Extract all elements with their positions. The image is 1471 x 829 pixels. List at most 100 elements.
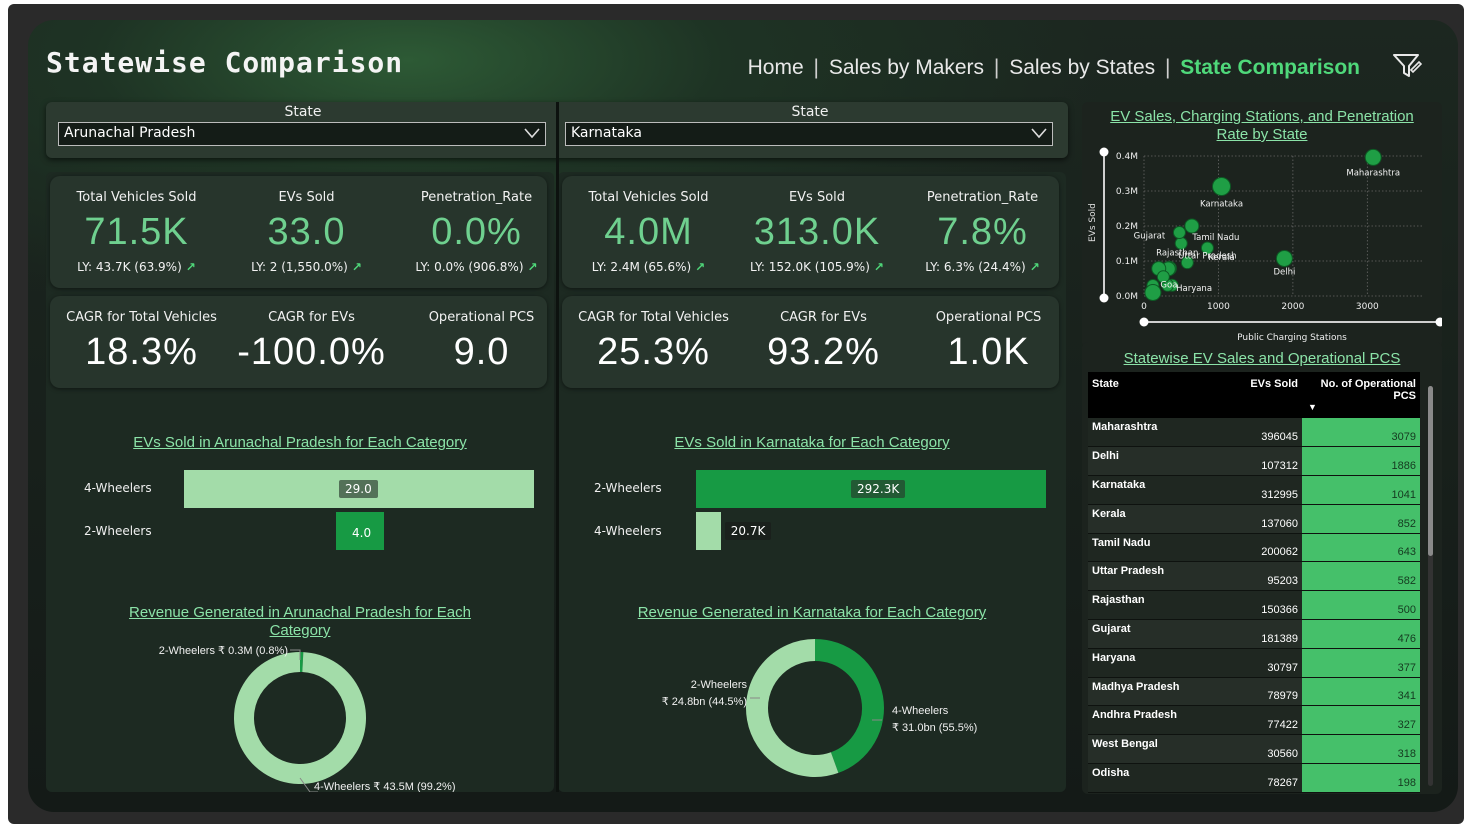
nav-bar: Home | Sales by Makers | Sales by States… (748, 56, 1360, 80)
right-state-panel: Total Vehicles Sold 4.0M LY: 2.4M (65.6%… (558, 172, 1066, 792)
y-tick-label: 0.0M (1116, 292, 1138, 302)
kpi-value: 9.0 (453, 331, 510, 373)
cell-operational-pcs: 318 (1302, 734, 1420, 764)
trend-up-icon: ↗ (351, 260, 362, 274)
cell-evs-sold: 200062 (1236, 533, 1302, 562)
table-row[interactable]: Maharashtra 396045 3079 (1088, 418, 1420, 447)
scatter-point[interactable] (1184, 218, 1200, 234)
trend-up-icon: ↗ (695, 260, 706, 274)
trend-up-icon: ↗ (185, 260, 196, 274)
y-tick-label: 0.1M (1116, 257, 1138, 267)
kpi-card: Total Vehicles Sold 4.0M LY: 2.4M (65.6%… (562, 176, 1059, 288)
column-header-pcs[interactable]: No. of Operational PCS ▼ (1302, 372, 1420, 418)
state-dropdown-right[interactable]: Karnataka (565, 122, 1053, 146)
cell-evs-sold: 78979 (1236, 677, 1302, 706)
scatter-point[interactable] (1200, 241, 1214, 255)
state-slicer-right: State Karnataka (565, 102, 1055, 152)
nav-separator: | (813, 56, 819, 79)
cell-operational-pcs: 198 (1302, 763, 1420, 793)
donut-slice[interactable] (234, 652, 366, 784)
donut-chart-title[interactable]: Revenue Generated in Arunachal Pradesh f… (50, 604, 550, 640)
table-row[interactable]: West Bengal 30560 318 (1088, 734, 1420, 764)
chevron-down-icon (1031, 128, 1047, 139)
cell-evs-sold: 77422 (1236, 705, 1302, 735)
kpi-penetration-rate: Penetration_Rate 7.8% LY: 6.3% (24.4%) ↗ (900, 190, 1065, 274)
bar[interactable] (336, 512, 384, 550)
cell-operational-pcs: 582 (1302, 561, 1420, 591)
donut-slice[interactable] (814, 639, 884, 773)
table-row[interactable]: Tamil Nadu 200062 643 (1088, 533, 1420, 562)
kpi-penetration-rate: Penetration_Rate 0.0% LY: 0.0% (906.8%) ↗ (394, 190, 559, 274)
slider-handle[interactable] (1139, 317, 1149, 327)
donut-data-label: 2-Wheelers (691, 679, 748, 691)
bar-value-label: 29.0 (339, 480, 378, 498)
filter-icon[interactable] (1391, 50, 1423, 82)
table-row[interactable]: Rajasthan 150366 500 (1088, 590, 1420, 620)
nav-separator: | (1164, 56, 1171, 79)
x-tick-label: 3000 (1356, 302, 1379, 312)
slider-handle[interactable] (1435, 317, 1443, 327)
kpi-label: Penetration_Rate (926, 190, 1039, 205)
scatter-point[interactable] (1211, 176, 1231, 196)
column-header-state[interactable]: State (1088, 372, 1236, 418)
cell-evs-sold: 78267 (1236, 763, 1302, 793)
nav-state-comparison[interactable]: State Comparison (1180, 56, 1360, 79)
table-row[interactable]: Odisha 78267 198 (1088, 763, 1420, 793)
scatter-point[interactable] (1172, 226, 1186, 240)
kpi-label: CAGR for EVs (780, 310, 867, 325)
nav-home[interactable]: Home (747, 56, 804, 79)
cell-state: Madhya Pradesh (1088, 677, 1236, 706)
bar[interactable] (696, 512, 721, 550)
scatter-point[interactable] (1364, 148, 1382, 166)
bar-category-label: 2-Wheelers (594, 481, 662, 495)
kpi-last-year: LY: 2 (1,550.0%) ↗ (224, 260, 389, 274)
table-row[interactable]: Gujarat 181389 476 (1088, 619, 1420, 649)
x-axis-label: Public Charging Stations (1237, 333, 1347, 343)
bar-value-label: 292.3K (851, 480, 906, 498)
table-row[interactable]: Delhi 107312 1886 (1088, 446, 1420, 476)
nav-sales-by-states[interactable]: Sales by States (1009, 56, 1156, 79)
scatter-point-label: Gujarat (1134, 232, 1166, 242)
bar-chart-title[interactable]: EVs Sold in Arunachal Pradesh for Each C… (133, 434, 467, 451)
state-dropdown-left[interactable]: Arunachal Pradesh (58, 122, 546, 146)
slider-handle[interactable] (1099, 293, 1109, 303)
cell-state: West Bengal (1088, 734, 1236, 764)
table-row[interactable]: Andhra Pradesh 77422 327 (1088, 705, 1420, 735)
cell-operational-pcs: 327 (1302, 705, 1420, 735)
donut-title-line: Revenue Generated in Arunachal Pradesh f… (129, 604, 471, 621)
trend-up-icon: ↗ (527, 260, 538, 274)
scatter-point[interactable] (1144, 284, 1162, 301)
table-title[interactable]: Statewise EV Sales and Operational PCS (1123, 350, 1401, 367)
table-scrollbar-thumb[interactable] (1428, 386, 1433, 556)
cagr-card: CAGR for Total Vehicles 18.3% CAGR for E… (50, 296, 547, 388)
table-row[interactable]: Madhya Pradesh 78979 341 (1088, 677, 1420, 706)
scatter-title[interactable]: EV Sales, Charging Stations, and Penetra… (1092, 108, 1432, 144)
scatter-point[interactable] (1275, 249, 1293, 267)
nav-sales-by-makers[interactable]: Sales by Makers (828, 56, 985, 79)
table-row[interactable]: Uttar Pradesh 95203 582 (1088, 561, 1420, 591)
scatter-point[interactable] (1156, 270, 1170, 284)
donut-chart-title[interactable]: Revenue Generated in Karnataka for Each … (637, 604, 987, 621)
kpi-evs-sold: EVs Sold 313.0K LY: 152.0K (105.9%) ↗ (732, 190, 902, 274)
table-row[interactable]: Haryana 30797 377 (1088, 648, 1420, 678)
trend-up-icon: ↗ (873, 260, 884, 274)
donut-data-label: 4-Wheelers ₹ 43.5M (99.2%) (314, 781, 456, 792)
slider-handle[interactable] (1099, 147, 1109, 157)
kpi-value: 7.8% (937, 211, 1028, 253)
bar-chart-title[interactable]: EVs Sold in Karnataka for Each Category (674, 434, 950, 451)
table-row[interactable]: Karnataka 312995 1041 (1088, 475, 1420, 505)
table-scrollbar-track[interactable] (1428, 386, 1433, 786)
cell-evs-sold: 107312 (1236, 446, 1302, 476)
panel-divider (556, 102, 559, 792)
donut-slice[interactable] (746, 639, 839, 777)
dashboard: Statewise Comparison Home | Sales by Mak… (28, 20, 1458, 812)
scatter-point[interactable] (1180, 256, 1194, 270)
scatter-point-label: Uttar Pradesh (1178, 252, 1236, 262)
kpi-label: Penetration_Rate (420, 190, 533, 205)
scatter-point-label: Tamil Nadu (1191, 233, 1239, 243)
kpi-value: -100.0% (237, 331, 386, 373)
kpi-label: EVs Sold (278, 190, 335, 205)
table-row[interactable]: Kerala 137060 852 (1088, 504, 1420, 534)
statewise-table: State EVs Sold No. of Operational PCS ▼ M… (1088, 372, 1420, 793)
column-header-evs-sold[interactable]: EVs Sold (1236, 372, 1302, 418)
